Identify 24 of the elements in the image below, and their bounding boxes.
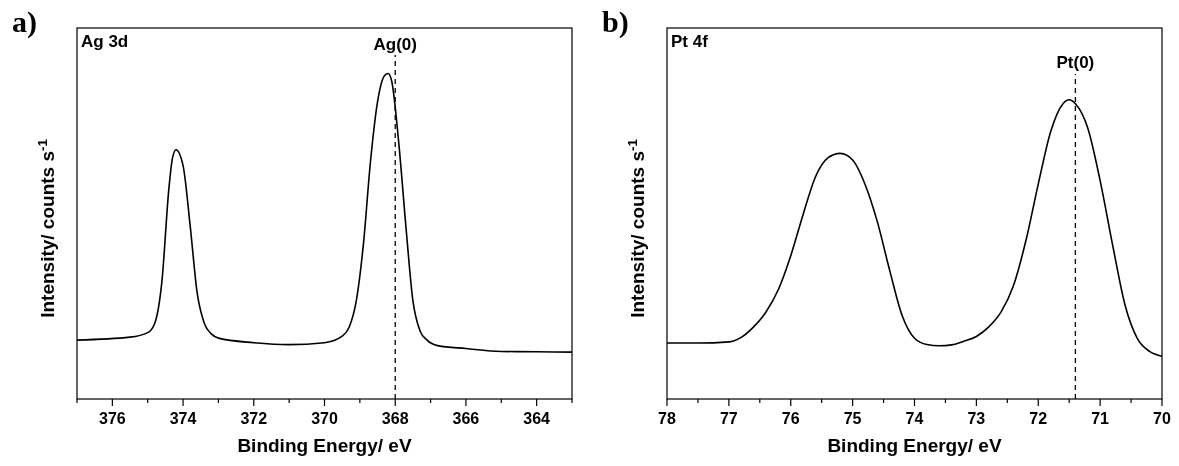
x-tick-label: 370 (311, 410, 338, 427)
x-tick-label: 75 (843, 410, 862, 427)
x-tick-label: 366 (452, 410, 480, 427)
x-tick-label: 74 (905, 410, 924, 427)
x-tick-label: 71 (1091, 410, 1110, 427)
x-axis-title: Binding Energy/ eV (237, 435, 412, 456)
ref-line-label: Ag(0) (373, 35, 417, 54)
x-tick-label: 364 (523, 410, 551, 427)
x-tick-label: 73 (967, 410, 986, 427)
ref-line-label: Pt(0) (1056, 53, 1095, 72)
text: Pt 4f (671, 32, 709, 51)
x-tick-label: 374 (169, 410, 197, 427)
x-tick-label: 77 (719, 410, 738, 427)
text: Ag 3d (81, 32, 129, 51)
x-tick-label: 372 (240, 410, 268, 427)
x-tick-label: 78 (658, 410, 676, 427)
x-axis-title: Binding Energy/ eV (827, 435, 1002, 456)
x-tick-label: 72 (1029, 410, 1048, 427)
x-tick-label: 368 (381, 410, 409, 427)
x-tick-label: 376 (99, 410, 126, 427)
chart-title: b) (602, 5, 629, 39)
x-tick-label: 76 (781, 410, 800, 427)
x-tick-label: 70 (1153, 410, 1171, 427)
chart-title: a) (12, 5, 37, 39)
